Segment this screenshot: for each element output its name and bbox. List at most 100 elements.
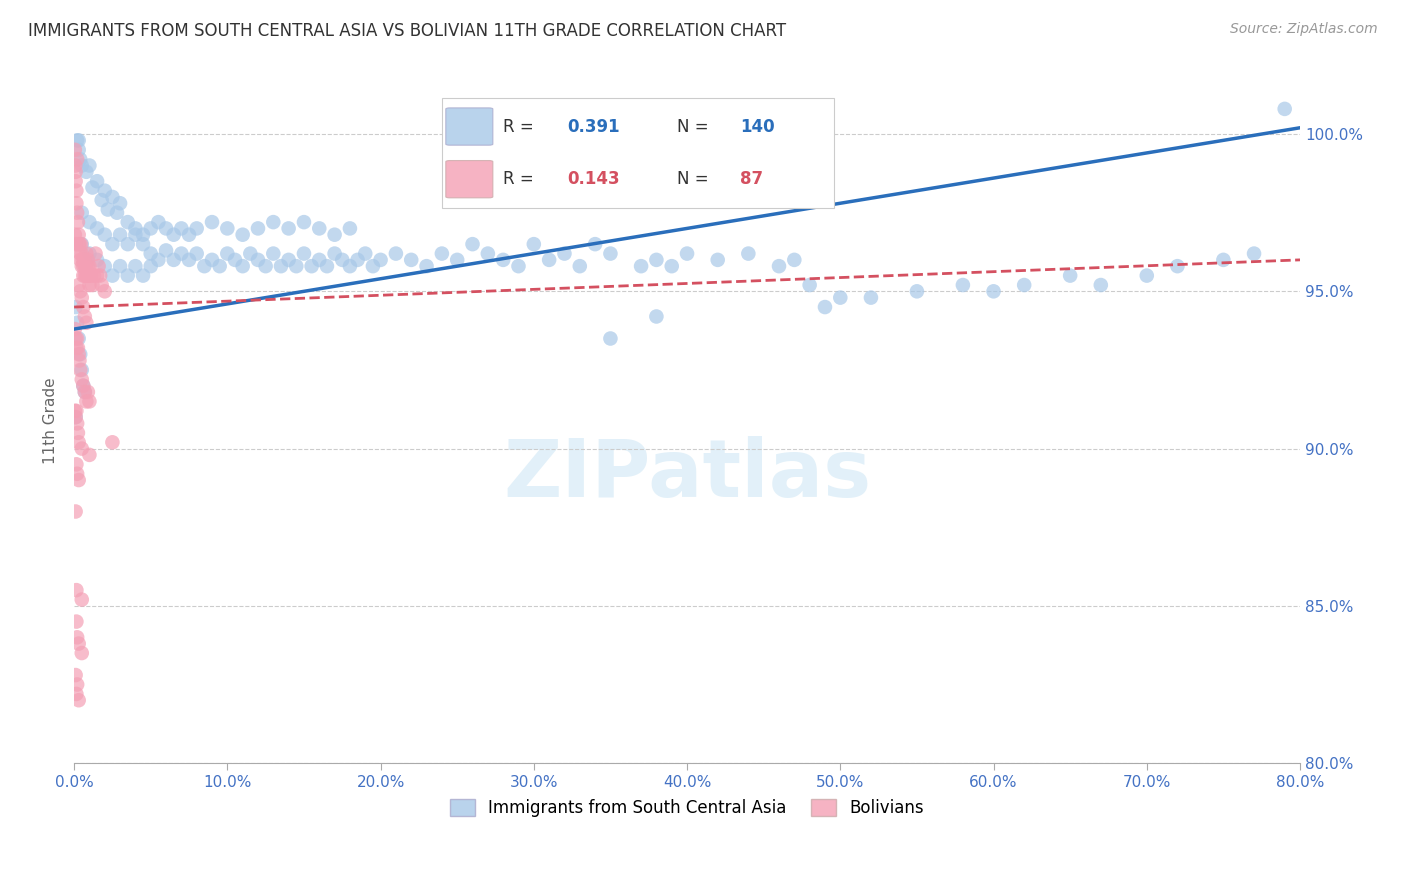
Point [523, 237, 546, 252]
Point [354, 246, 377, 260]
Point [73, 384, 96, 399]
Point [983, 285, 1005, 299]
Point [1212, 252, 1234, 267]
Point [508, 259, 530, 273]
Point [66, 316, 89, 330]
Point [1136, 268, 1159, 283]
Point [76, 268, 98, 283]
Point [201, 252, 224, 267]
Point [73, 259, 96, 273]
Point [63, 404, 86, 418]
Point [117, 268, 139, 283]
Point [239, 246, 262, 260]
Point [292, 215, 315, 229]
Point [270, 259, 292, 273]
Point [69, 353, 91, 368]
Point [1243, 246, 1265, 260]
Point [568, 259, 591, 273]
Point [69, 347, 91, 361]
Point [66, 205, 89, 219]
Point [330, 252, 353, 267]
Point [69, 246, 91, 260]
Point [768, 259, 790, 273]
Point [77, 384, 100, 399]
Point [70, 237, 93, 252]
Point [65, 159, 87, 173]
Point [63, 322, 86, 336]
Point [79, 159, 101, 173]
Point [65, 196, 87, 211]
Point [415, 259, 437, 273]
Point [101, 268, 124, 283]
Point [952, 278, 974, 293]
Point [65, 404, 87, 418]
Y-axis label: 11th Grade: 11th Grade [44, 377, 58, 464]
Point [292, 246, 315, 260]
Point [69, 285, 91, 299]
Point [70, 442, 93, 456]
Point [66, 630, 89, 644]
Point [69, 252, 91, 267]
Point [117, 215, 139, 229]
Point [461, 237, 484, 252]
Point [73, 252, 96, 267]
Point [86, 221, 108, 235]
Point [65, 458, 87, 472]
Point [84, 246, 107, 260]
Point [70, 246, 93, 260]
Point [79, 215, 101, 229]
Point [193, 259, 215, 273]
Point [72, 268, 94, 283]
Point [67, 237, 90, 252]
Point [67, 435, 90, 450]
Point [553, 246, 575, 260]
Point [66, 467, 89, 481]
Point [75, 268, 97, 283]
Point [155, 244, 177, 258]
Point [155, 221, 177, 235]
Point [538, 252, 561, 267]
Point [132, 268, 155, 283]
Point [132, 227, 155, 242]
Point [66, 425, 89, 440]
Point [77, 268, 100, 283]
Point [661, 259, 683, 273]
Point [430, 246, 453, 260]
Point [105, 205, 128, 219]
Point [65, 341, 87, 355]
Point [66, 417, 89, 431]
Point [73, 268, 96, 283]
Point [93, 227, 115, 242]
Point [308, 252, 330, 267]
Point [339, 221, 361, 235]
Point [224, 252, 246, 267]
Point [83, 268, 105, 283]
Point [108, 227, 131, 242]
Point [101, 237, 124, 252]
Point [277, 252, 299, 267]
Point [66, 133, 89, 147]
Point [89, 268, 111, 283]
Point [66, 152, 89, 166]
Point [75, 259, 97, 273]
Point [86, 252, 108, 267]
Point [65, 331, 87, 345]
Point [101, 435, 124, 450]
Point [117, 237, 139, 252]
Point [79, 394, 101, 409]
Point [583, 237, 606, 252]
Point [70, 205, 93, 219]
Point [217, 246, 239, 260]
Point [262, 246, 284, 260]
Point [385, 246, 408, 260]
Point [1166, 259, 1188, 273]
Point [65, 410, 87, 425]
Point [65, 615, 87, 629]
Point [645, 252, 668, 267]
Point [69, 237, 91, 252]
Point [676, 246, 699, 260]
Point [108, 196, 131, 211]
Point [783, 252, 806, 267]
Point [477, 246, 499, 260]
Legend: Immigrants from South Central Asia, Bolivians: Immigrants from South Central Asia, Boli… [443, 792, 931, 823]
